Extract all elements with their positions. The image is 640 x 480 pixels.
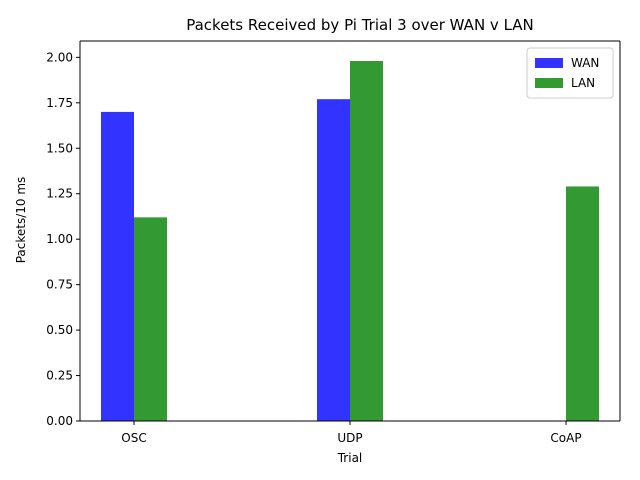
x-tick-label: OSC: [121, 431, 146, 445]
y-tick-label: 0.50: [46, 323, 73, 337]
y-tick-label: 1.00: [46, 232, 73, 246]
x-axis-label: Trial: [337, 451, 363, 465]
legend-swatch-lan: [535, 78, 563, 88]
y-tick-label: 1.75: [46, 96, 73, 110]
x-tick-label: UDP: [337, 431, 362, 445]
legend-box: [526, 47, 614, 99]
y-tick-label: 1.50: [46, 141, 73, 155]
bar-lan-udp: [350, 61, 383, 421]
x-tick-label: CoAP: [550, 431, 581, 445]
bar-lan-osc: [134, 217, 167, 421]
bar-lan-coap: [566, 186, 599, 421]
legend: WAN LAN: [526, 47, 614, 99]
chart-title: Packets Received by Pi Trial 3 over WAN …: [186, 16, 534, 34]
y-tick-label: 1.25: [46, 187, 73, 201]
y-tick-label: 0.75: [46, 278, 73, 292]
y-tick-label: 0.25: [46, 369, 73, 383]
y-axis-label: Packets/10 ms: [14, 177, 28, 264]
legend-label-lan: LAN: [571, 76, 595, 90]
y-tick-label: 2.00: [46, 50, 73, 64]
plot-area: 0.00 0.25 0.50 0.75 1.00 1.25 1.50 1.75 2.00 OSC U…: [46, 40, 621, 445]
legend-label-wan: WAN: [571, 56, 599, 70]
bar-wan-udp: [317, 99, 350, 421]
y-tick-label: 0.00: [46, 414, 73, 428]
bar-wan-osc: [101, 111, 134, 421]
legend-swatch-wan: [535, 58, 563, 68]
